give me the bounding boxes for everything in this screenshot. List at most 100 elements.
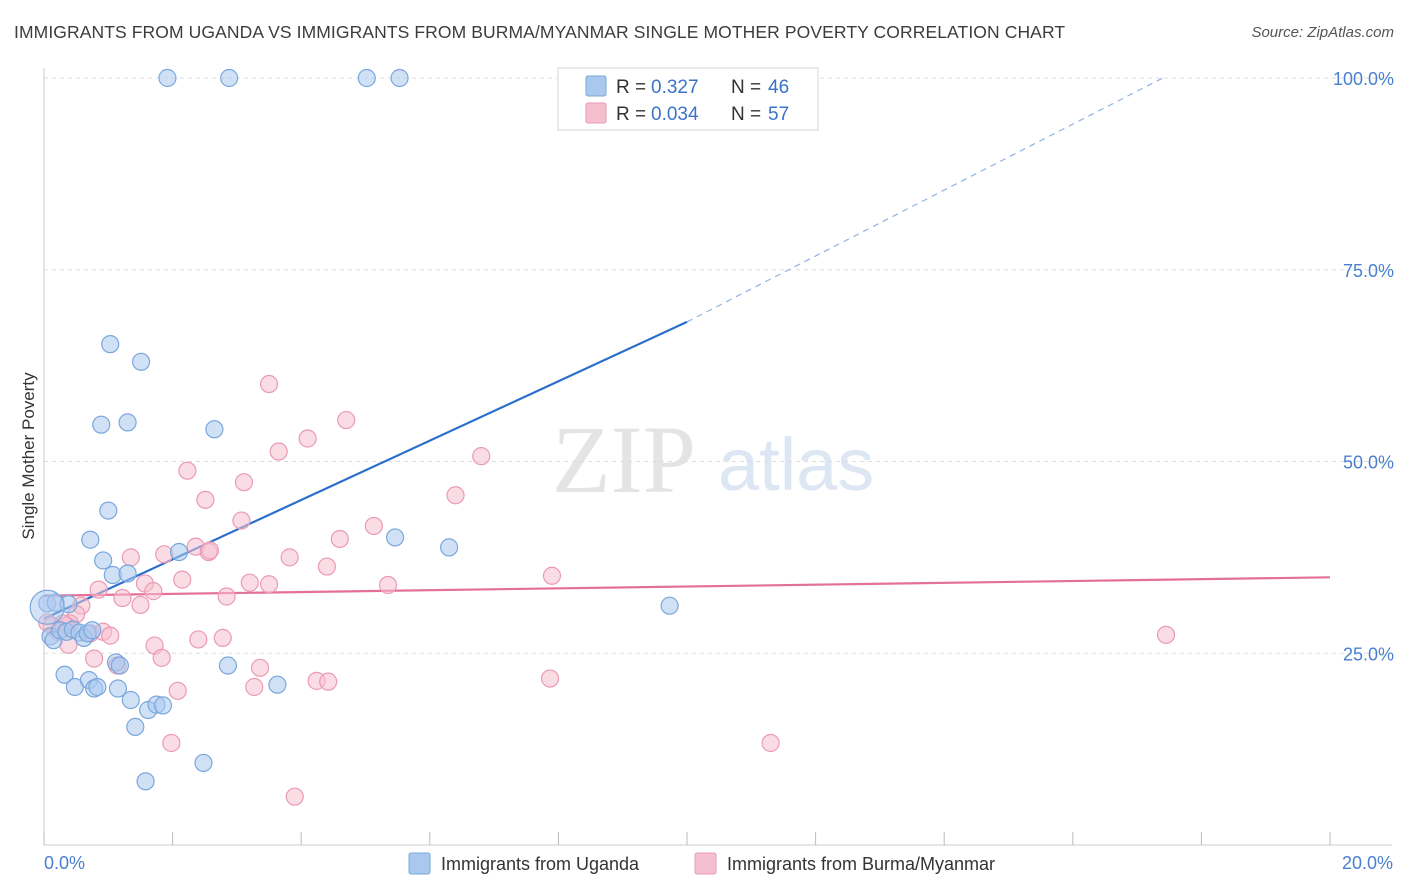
burma-point xyxy=(144,582,163,601)
uganda-point xyxy=(218,656,237,675)
uganda-point xyxy=(136,772,155,791)
uganda-n-value: 46 xyxy=(768,77,789,98)
burma-point xyxy=(155,545,174,564)
burma-point xyxy=(240,573,259,592)
uganda-point xyxy=(92,415,111,434)
burma-point xyxy=(217,587,236,606)
burma-point xyxy=(1156,625,1176,644)
uganda-point xyxy=(126,717,145,736)
uganda-point xyxy=(357,68,376,88)
uganda-point xyxy=(439,538,459,557)
uganda-series-swatch xyxy=(408,852,431,875)
burma-point xyxy=(259,575,279,594)
uganda-trend-line xyxy=(43,320,688,620)
uganda-point xyxy=(153,696,173,715)
burma-point xyxy=(542,566,562,585)
burma-point xyxy=(234,473,254,492)
burma-point xyxy=(319,672,338,691)
burma-point xyxy=(245,677,264,697)
burma-point xyxy=(196,490,215,509)
uganda-point xyxy=(55,665,74,684)
y-tick-label: 75.0% xyxy=(1343,261,1394,281)
uganda-point xyxy=(169,542,189,562)
uganda-point xyxy=(118,564,137,583)
burma-point xyxy=(213,628,232,648)
uganda-point xyxy=(194,753,213,773)
watermark-atlas: atlas xyxy=(718,423,874,506)
burma-trend-line xyxy=(43,576,1331,597)
burma-point xyxy=(472,447,491,466)
uganda-point xyxy=(390,68,409,88)
uganda-point xyxy=(158,68,177,88)
uganda-point xyxy=(118,413,137,432)
burma-r-value: 0.034 xyxy=(651,104,699,125)
uganda-point xyxy=(220,68,239,88)
uganda-point xyxy=(108,679,128,698)
burma-point xyxy=(89,580,108,599)
burma-point xyxy=(317,557,337,576)
uganda-point xyxy=(94,551,113,570)
uganda-r-label: R = xyxy=(616,77,646,98)
uganda-r-value: 0.327 xyxy=(651,77,699,98)
burma-point xyxy=(337,410,356,430)
uganda-points xyxy=(29,68,679,791)
burma-point xyxy=(121,548,140,567)
burma-point xyxy=(85,649,104,668)
uganda-point xyxy=(268,675,287,694)
chart-title: IMMIGRANTS FROM UGANDA VS IMMIGRANTS FRO… xyxy=(14,22,1066,42)
burma-point xyxy=(285,787,304,806)
uganda-point xyxy=(110,656,129,675)
burma-point xyxy=(259,374,279,394)
burma-point xyxy=(101,626,120,645)
burma-n-value: 57 xyxy=(768,104,789,125)
burma-r-label: R = xyxy=(616,104,646,125)
burma-point xyxy=(250,658,270,677)
burma-point xyxy=(378,575,398,595)
burma-point xyxy=(113,588,132,608)
burma-point xyxy=(330,529,349,549)
x-tick-label: 0.0% xyxy=(44,853,85,873)
burma-point xyxy=(269,442,288,461)
uganda-point xyxy=(99,501,118,520)
uganda-point xyxy=(83,621,102,640)
burma-point xyxy=(200,541,219,560)
y-tick-label: 100.0% xyxy=(1333,69,1394,89)
y-tick-label: 25.0% xyxy=(1343,644,1394,664)
chart-source: Source: ZipAtlas.com xyxy=(1251,24,1394,41)
gridlines: 25.0% 50.0% 75.0% 100.0% xyxy=(44,69,1394,664)
uganda-point xyxy=(81,530,100,549)
burma-n-label: N = xyxy=(731,104,761,125)
uganda-point xyxy=(205,420,224,439)
uganda-point xyxy=(660,596,679,615)
burma-point xyxy=(446,486,465,505)
uganda-trend-extension xyxy=(686,77,1164,323)
burma-point xyxy=(232,511,251,530)
uganda-series-label: Immigrants from Uganda xyxy=(441,854,640,874)
burma-series-label: Immigrants from Burma/Myanmar xyxy=(727,854,995,874)
uganda-n-label: N = xyxy=(731,77,761,98)
uganda-point-cluster xyxy=(29,589,65,625)
burma-point xyxy=(280,548,299,567)
uganda-point xyxy=(385,528,405,547)
burma-point xyxy=(189,630,208,649)
series-legend: Immigrants from Uganda Immigrants from B… xyxy=(408,852,995,875)
x-tick-label: 20.0% xyxy=(1342,853,1393,873)
burma-point xyxy=(540,669,560,688)
burma-legend-swatch xyxy=(585,102,607,124)
uganda-point xyxy=(101,335,120,354)
burma-point xyxy=(162,733,181,753)
burma-series-swatch xyxy=(694,852,717,875)
watermark: ZIP atlas xyxy=(552,406,874,513)
burma-point xyxy=(364,516,383,536)
uganda-point xyxy=(131,352,151,371)
stats-legend: R = 0.327 N = 46 R = 0.034 N = 57 xyxy=(557,67,819,131)
uganda-point xyxy=(121,690,140,710)
burma-point xyxy=(152,648,171,667)
burma-point xyxy=(178,461,197,480)
burma-point xyxy=(761,733,780,753)
burma-point xyxy=(168,681,187,700)
burma-point xyxy=(173,570,192,589)
trend-lines xyxy=(43,77,1331,620)
y-tick-label: 50.0% xyxy=(1343,453,1394,473)
